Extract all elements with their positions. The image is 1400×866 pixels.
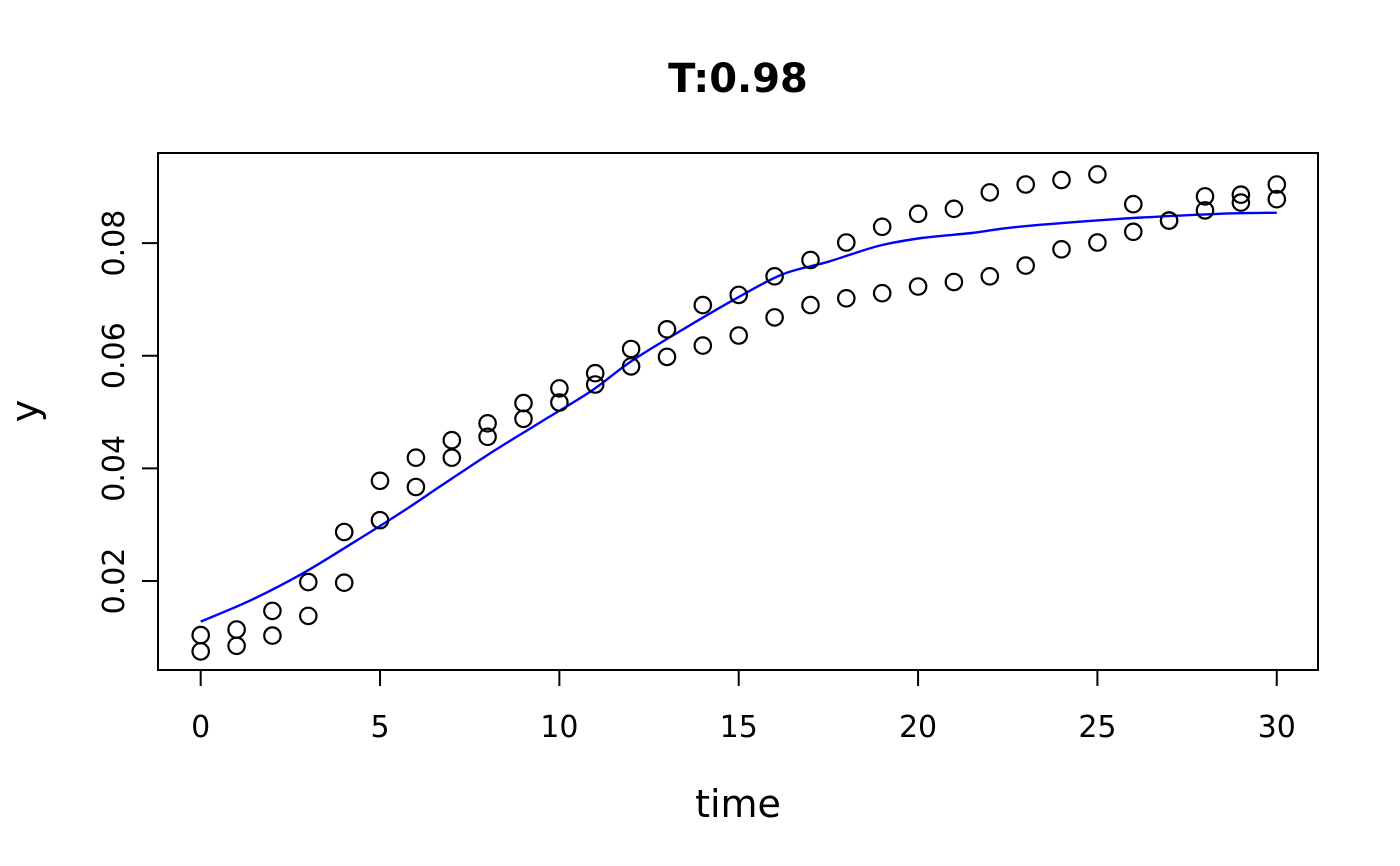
data-point — [298, 572, 318, 592]
data-point — [191, 642, 210, 661]
data-point — [944, 199, 964, 219]
y-tick-label: 0.06 — [97, 322, 132, 389]
data-point — [298, 606, 318, 626]
y-tick-label: 0.08 — [97, 210, 132, 277]
plot-border — [157, 152, 1319, 671]
data-point — [729, 285, 748, 305]
data-point — [801, 295, 820, 315]
data-point — [1016, 175, 1035, 194]
data-point — [550, 393, 569, 412]
x-tick-label: 5 — [370, 710, 389, 745]
data-point — [944, 272, 964, 292]
data-point — [836, 288, 856, 308]
data-point — [872, 217, 892, 237]
data-point — [657, 347, 677, 367]
data-point — [442, 448, 462, 467]
fitted-curve — [200, 211, 1277, 623]
data-point — [514, 409, 533, 429]
data-point — [263, 626, 282, 645]
y-axis-label: y — [3, 400, 47, 423]
data-point — [550, 379, 569, 398]
data-point — [263, 601, 282, 621]
y-tick-label: 0.02 — [97, 548, 132, 615]
data-point — [1195, 201, 1215, 220]
data-point — [765, 308, 784, 327]
data-point — [1267, 175, 1287, 194]
x-tick-label: 15 — [720, 710, 758, 745]
x-axis-label: time — [695, 782, 781, 826]
data-point — [1231, 193, 1251, 212]
data-point — [729, 326, 748, 345]
data-point — [908, 204, 928, 224]
data-point — [478, 413, 497, 433]
data-point — [765, 266, 784, 286]
data-point — [227, 636, 246, 656]
x-tick-label: 20 — [899, 710, 937, 745]
data-point — [370, 510, 390, 530]
data-point — [334, 522, 354, 542]
x-axis: 0 5 10 15 20 25 30 — [191, 670, 1296, 745]
data-point — [406, 448, 426, 467]
data-point — [406, 477, 426, 497]
data-point — [1124, 222, 1143, 242]
data-point — [980, 266, 1000, 286]
data-point — [657, 319, 677, 339]
data-point — [801, 250, 820, 270]
data-point — [621, 357, 641, 376]
data-point — [1052, 170, 1071, 190]
data-point — [585, 375, 605, 394]
data-point — [836, 233, 856, 252]
data-point — [908, 277, 928, 296]
data-point — [370, 471, 390, 491]
data-point — [1088, 233, 1107, 252]
data-point — [693, 336, 713, 355]
y-axis: 0.02 0.04 0.06 0.08 — [97, 210, 158, 615]
x-tick-label: 25 — [1078, 710, 1116, 745]
x-tick-label: 10 — [540, 710, 578, 745]
x-tick-label: 0 — [191, 710, 210, 745]
data-point — [693, 295, 713, 315]
data-point — [980, 183, 1000, 202]
data-point — [1088, 165, 1107, 184]
data-point — [1159, 211, 1179, 230]
data-point — [334, 573, 354, 592]
data-point — [1016, 256, 1035, 275]
scatter-points — [191, 165, 1287, 661]
chart-title: T:0.98 — [668, 56, 808, 102]
data-point — [1231, 185, 1251, 204]
y-tick-label: 0.04 — [97, 435, 132, 502]
data-point — [478, 427, 497, 447]
data-point — [442, 430, 462, 450]
data-point — [1052, 240, 1071, 259]
data-point — [1195, 187, 1215, 206]
data-point — [872, 283, 892, 303]
data-point — [585, 363, 605, 383]
data-point — [1267, 189, 1287, 209]
data-point — [1124, 194, 1143, 214]
x-tick-label: 30 — [1258, 710, 1296, 745]
